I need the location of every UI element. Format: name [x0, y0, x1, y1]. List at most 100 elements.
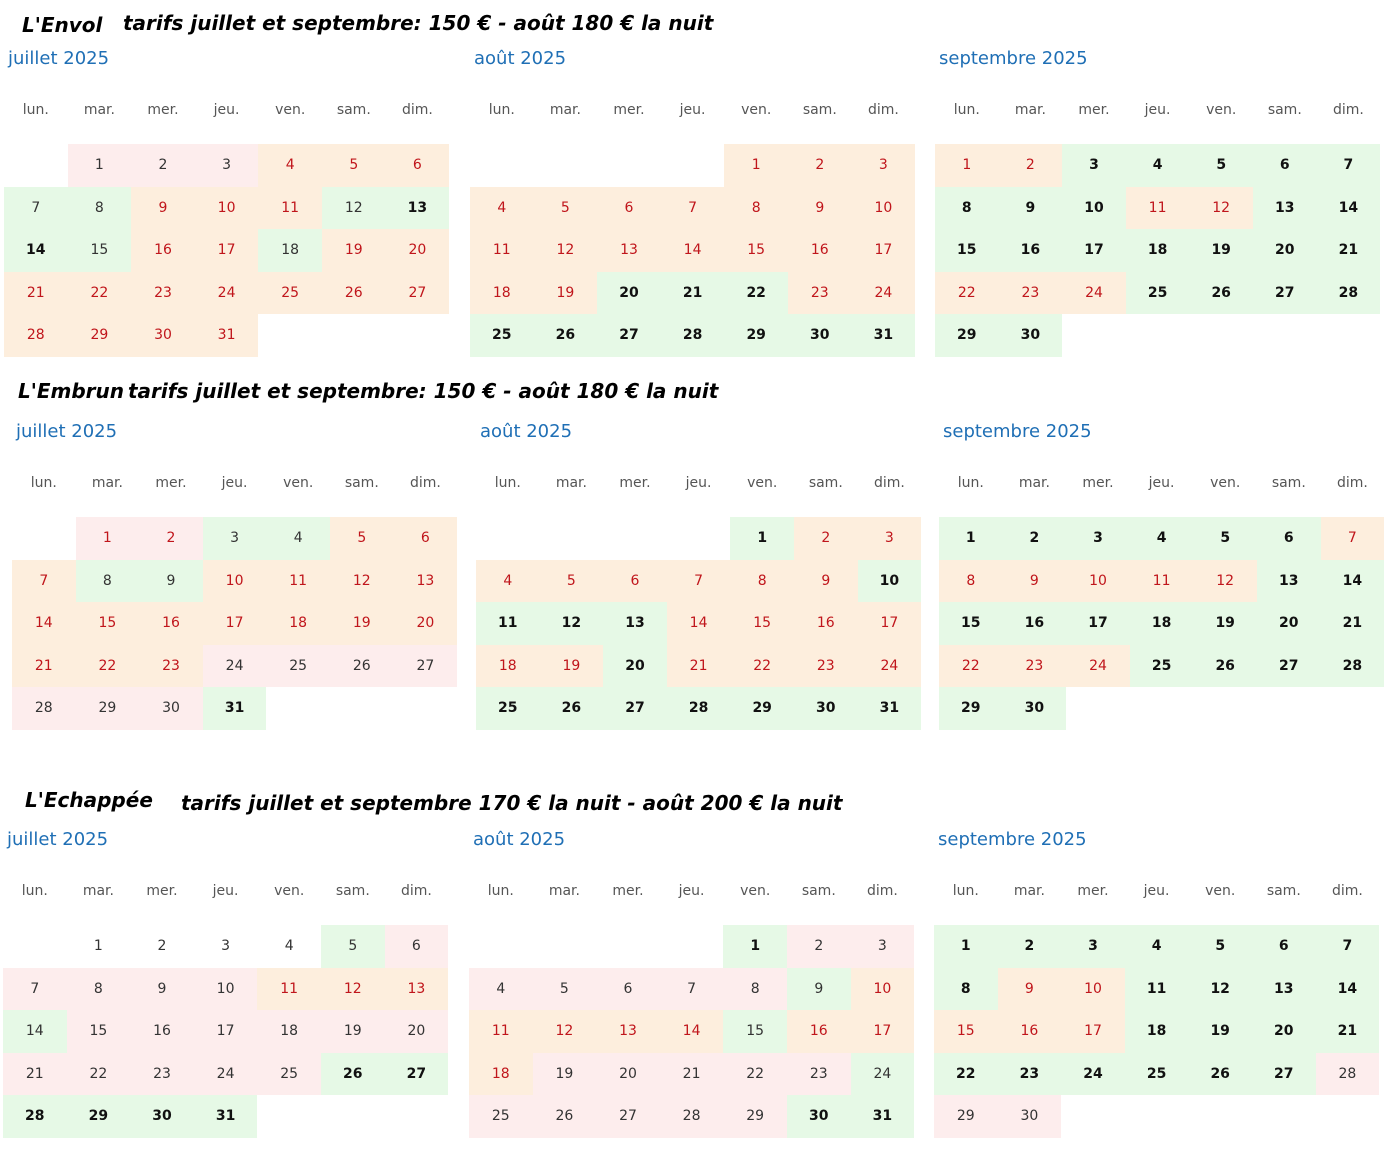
day-cell[interactable]: 10: [851, 186, 916, 229]
day-cell[interactable]: 8: [723, 967, 787, 1010]
day-cell[interactable]: 1: [934, 925, 998, 968]
day-cell[interactable]: 28: [1320, 644, 1385, 687]
day-cell[interactable]: 21: [1315, 1010, 1380, 1053]
day-cell[interactable]: 17: [193, 1010, 258, 1053]
day-cell[interactable]: 10: [1061, 967, 1125, 1010]
day-cell[interactable]: 20: [1257, 602, 1321, 645]
day-cell[interactable]: 21: [1320, 602, 1385, 645]
day-cell[interactable]: 19: [330, 602, 394, 645]
day-cell[interactable]: 14: [1316, 186, 1381, 229]
day-cell[interactable]: 9: [139, 559, 203, 602]
day-cell[interactable]: 26: [321, 1052, 385, 1095]
day-cell[interactable]: 2: [794, 517, 858, 560]
day-cell[interactable]: 31: [194, 314, 259, 357]
day-cell[interactable]: 29: [723, 1095, 787, 1138]
day-cell[interactable]: 26: [532, 1095, 597, 1138]
day-cell[interactable]: 18: [1124, 1010, 1189, 1053]
day-cell[interactable]: 3: [857, 517, 922, 560]
day-cell[interactable]: 31: [851, 314, 916, 357]
day-cell[interactable]: 7: [4, 186, 68, 229]
day-cell[interactable]: 25: [470, 314, 534, 357]
day-cell[interactable]: 1: [730, 517, 794, 560]
day-cell[interactable]: 28: [666, 687, 731, 730]
day-cell[interactable]: 12: [1188, 967, 1252, 1010]
day-cell[interactable]: 30: [130, 1095, 194, 1138]
day-cell[interactable]: 22: [723, 1052, 787, 1095]
day-cell[interactable]: 21: [3, 1052, 67, 1095]
day-cell[interactable]: 23: [998, 271, 1063, 314]
day-cell[interactable]: 3: [202, 517, 267, 560]
day-cell[interactable]: 24: [1062, 271, 1126, 314]
day-cell[interactable]: 14: [660, 229, 725, 272]
day-cell[interactable]: 2: [998, 144, 1063, 187]
day-cell[interactable]: 24: [1061, 1052, 1125, 1095]
day-cell[interactable]: 21: [4, 271, 68, 314]
day-cell[interactable]: 14: [3, 1010, 67, 1053]
day-cell[interactable]: 8: [66, 967, 131, 1010]
day-cell[interactable]: 5: [330, 517, 394, 560]
day-cell[interactable]: 23: [997, 1052, 1062, 1095]
day-cell[interactable]: 19: [322, 229, 386, 272]
day-cell[interactable]: 4: [469, 967, 533, 1010]
day-cell[interactable]: 19: [539, 644, 604, 687]
day-cell[interactable]: 4: [1125, 144, 1190, 187]
day-cell[interactable]: 2: [997, 925, 1062, 968]
day-cell[interactable]: 21: [12, 644, 76, 687]
day-cell[interactable]: 19: [1188, 1010, 1252, 1053]
day-cell[interactable]: 23: [794, 644, 858, 687]
day-cell[interactable]: 10: [1066, 559, 1130, 602]
day-cell[interactable]: 20: [1252, 1010, 1316, 1053]
day-cell[interactable]: 16: [794, 602, 858, 645]
day-cell[interactable]: 1: [67, 144, 132, 187]
day-cell[interactable]: 29: [67, 314, 132, 357]
day-cell[interactable]: 3: [851, 144, 916, 187]
day-cell[interactable]: 26: [1188, 1052, 1252, 1095]
day-cell[interactable]: 10: [193, 967, 258, 1010]
day-cell[interactable]: 5: [539, 559, 604, 602]
day-cell[interactable]: 10: [850, 967, 915, 1010]
day-cell[interactable]: 7: [12, 559, 76, 602]
day-cell[interactable]: 13: [1257, 559, 1321, 602]
day-cell[interactable]: 11: [1124, 967, 1189, 1010]
day-cell[interactable]: 11: [258, 186, 322, 229]
day-cell[interactable]: 23: [1002, 644, 1067, 687]
day-cell[interactable]: 5: [1188, 925, 1252, 968]
day-cell[interactable]: 17: [857, 602, 922, 645]
day-cell[interactable]: 17: [850, 1010, 915, 1053]
day-cell[interactable]: 30: [788, 314, 852, 357]
day-cell[interactable]: 29: [934, 1095, 998, 1138]
day-cell[interactable]: 25: [257, 1052, 321, 1095]
day-cell[interactable]: 2: [1002, 517, 1067, 560]
day-cell[interactable]: 23: [788, 271, 852, 314]
day-cell[interactable]: 5: [321, 925, 385, 968]
day-cell[interactable]: 14: [1320, 559, 1385, 602]
day-cell[interactable]: 27: [385, 271, 450, 314]
day-cell[interactable]: 6: [384, 925, 449, 968]
day-cell[interactable]: 29: [724, 314, 788, 357]
day-cell[interactable]: 15: [935, 229, 999, 272]
day-cell[interactable]: 3: [1061, 925, 1125, 968]
day-cell[interactable]: 6: [597, 186, 661, 229]
day-cell[interactable]: 20: [385, 229, 450, 272]
day-cell[interactable]: 9: [130, 967, 194, 1010]
day-cell[interactable]: 2: [788, 144, 852, 187]
day-cell[interactable]: 6: [1253, 144, 1317, 187]
day-cell[interactable]: 3: [194, 144, 259, 187]
day-cell[interactable]: 14: [4, 229, 68, 272]
day-cell[interactable]: 10: [194, 186, 259, 229]
day-cell[interactable]: 29: [75, 687, 140, 730]
day-cell[interactable]: 28: [3, 1095, 67, 1138]
day-cell[interactable]: 11: [470, 229, 534, 272]
day-cell[interactable]: 19: [1189, 229, 1253, 272]
day-cell[interactable]: 9: [788, 186, 852, 229]
day-cell[interactable]: 5: [1189, 144, 1253, 187]
day-cell[interactable]: 28: [660, 314, 725, 357]
day-cell[interactable]: 18: [258, 229, 322, 272]
day-cell[interactable]: 19: [1193, 602, 1257, 645]
day-cell[interactable]: 2: [131, 144, 195, 187]
day-cell[interactable]: 1: [93, 938, 103, 954]
day-cell[interactable]: 19: [533, 271, 598, 314]
day-cell[interactable]: 14: [666, 602, 731, 645]
day-cell[interactable]: 30: [139, 687, 203, 730]
day-cell[interactable]: 24: [194, 271, 259, 314]
